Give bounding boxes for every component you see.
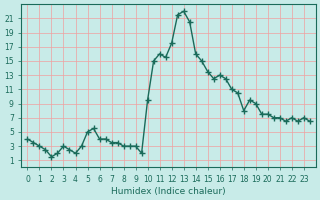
X-axis label: Humidex (Indice chaleur): Humidex (Indice chaleur)	[111, 187, 226, 196]
